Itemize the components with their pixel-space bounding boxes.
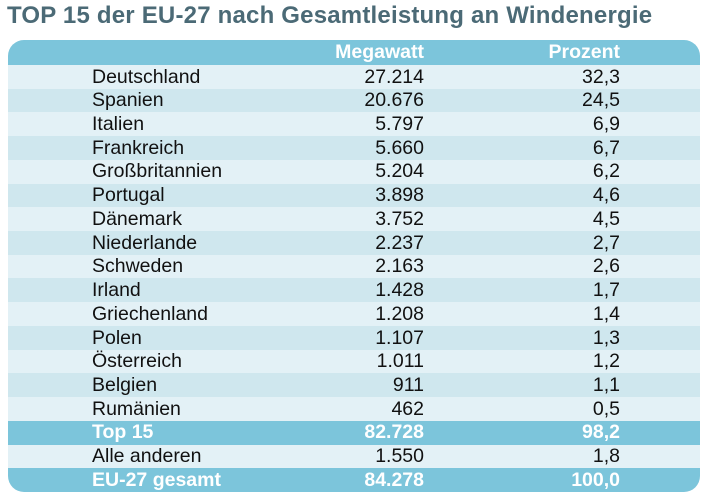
prozent-cell: 6,7 xyxy=(592,136,620,159)
megawatt-cell: 82.728 xyxy=(364,421,424,444)
megawatt-cell: 911 xyxy=(392,373,424,396)
wind-energy-table: Megawatt Prozent Deutschland 27.214 32,3… xyxy=(8,40,700,492)
prozent-cell: 2,7 xyxy=(592,231,620,254)
megawatt-cell: 5.660 xyxy=(375,136,424,159)
table-row: Niederlande 2.237 2,7 xyxy=(8,231,700,255)
megawatt-cell: 5.797 xyxy=(375,113,424,136)
table-row: Belgien 911 1,1 xyxy=(8,373,700,398)
column-header-prozent: Prozent xyxy=(548,41,620,64)
table-row: Polen 1.107 1,3 xyxy=(8,325,700,350)
country-cell: Polen xyxy=(92,326,142,349)
country-cell: Großbritannien xyxy=(92,160,223,183)
table-row: Alle anderen 1.550 1,8 xyxy=(8,444,700,469)
megawatt-cell: 2.163 xyxy=(375,255,424,278)
prozent-cell: 1,4 xyxy=(592,302,620,325)
table-row: Deutschland 27.214 32,3 xyxy=(8,65,700,89)
country-cell: Spanien xyxy=(92,89,164,112)
prozent-cell: 98,2 xyxy=(582,421,620,444)
megawatt-cell: 2.237 xyxy=(375,231,424,254)
table-row: Schweden 2.163 2,6 xyxy=(8,254,700,279)
megawatt-cell: 3.898 xyxy=(375,184,424,207)
country-cell: Schweden xyxy=(92,255,184,278)
table-row: Rumänien 462 0,5 xyxy=(8,397,700,421)
prozent-cell: 0,5 xyxy=(592,397,620,420)
prozent-cell: 4,5 xyxy=(592,207,620,230)
table-row: Top 15 82.728 98,2 xyxy=(8,420,700,445)
table-header-row: Megawatt Prozent xyxy=(8,40,700,65)
country-cell: Niederlande xyxy=(92,231,198,254)
table-row: EU-27 gesamt 84.278 100,0 xyxy=(8,468,700,492)
megawatt-cell: 1.107 xyxy=(375,326,424,349)
megawatt-cell: 1.011 xyxy=(376,350,424,373)
country-cell: Rumänien xyxy=(92,397,181,420)
prozent-cell: 100,0 xyxy=(571,468,620,491)
prozent-cell: 4,6 xyxy=(592,184,620,207)
prozent-cell: 6,9 xyxy=(592,113,620,136)
prozent-cell: 6,2 xyxy=(592,160,620,183)
table-row: Großbritannien 5.204 6,2 xyxy=(8,159,700,184)
country-cell: Alle anderen xyxy=(92,445,202,468)
prozent-cell: 24,5 xyxy=(582,89,620,112)
page-title: TOP 15 der EU-27 nach Gesamtleistung an … xyxy=(7,2,653,29)
country-cell: EU-27 gesamt xyxy=(92,468,221,491)
prozent-cell: 1,1 xyxy=(592,373,620,396)
table-row: Griechenland 1.208 1,4 xyxy=(8,302,700,326)
megawatt-cell: 84.278 xyxy=(364,468,424,491)
country-cell: Dänemark xyxy=(92,207,182,230)
table-row: Spanien 20.676 24,5 xyxy=(8,88,700,113)
megawatt-cell: 5.204 xyxy=(375,160,424,183)
prozent-cell: 1,2 xyxy=(592,350,620,373)
prozent-cell: 1,8 xyxy=(592,445,620,468)
prozent-cell: 2,6 xyxy=(592,255,620,278)
country-cell: Frankreich xyxy=(92,136,185,159)
megawatt-cell: 20.676 xyxy=(364,89,424,112)
table-row: Irland 1.428 1,7 xyxy=(8,278,700,303)
table-row: Portugal 3.898 4,6 xyxy=(8,183,700,208)
country-cell: Österreich xyxy=(92,350,182,373)
country-cell: Portugal xyxy=(92,184,165,207)
table-row: Österreich 1.011 1,2 xyxy=(8,349,700,374)
megawatt-cell: 3.752 xyxy=(375,207,424,230)
country-cell: Griechenland xyxy=(92,302,208,325)
prozent-cell: 1,7 xyxy=(592,279,620,302)
country-cell: Belgien xyxy=(92,373,158,396)
country-cell: Irland xyxy=(92,279,141,302)
table-row: Italien 5.797 6,9 xyxy=(8,112,700,137)
country-cell: Top 15 xyxy=(92,421,154,444)
megawatt-cell: 1.428 xyxy=(375,279,424,302)
megawatt-cell: 1.550 xyxy=(375,445,424,468)
megawatt-cell: 1.208 xyxy=(375,302,424,325)
country-cell: Deutschland xyxy=(92,65,201,88)
megawatt-cell: 462 xyxy=(391,397,424,420)
prozent-cell: 1,3 xyxy=(592,326,620,349)
country-cell: Italien xyxy=(92,113,145,136)
megawatt-cell: 27.214 xyxy=(364,65,424,88)
table-row: Frankreich 5.660 6,7 xyxy=(8,136,700,160)
table-row: Dänemark 3.752 4,5 xyxy=(8,207,700,232)
prozent-cell: 32,3 xyxy=(582,65,620,88)
column-header-megawatt: Megawatt xyxy=(335,41,424,64)
